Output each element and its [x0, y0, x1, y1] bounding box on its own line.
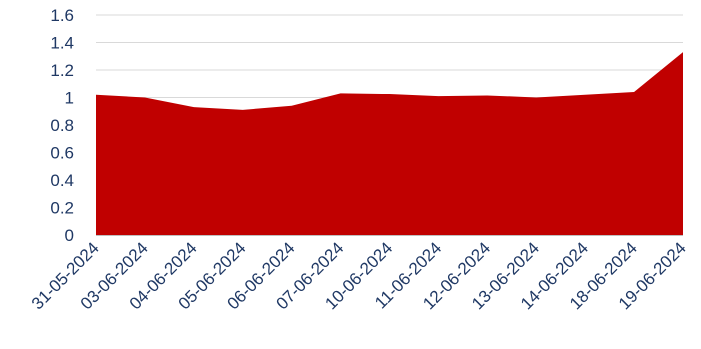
y-tick-label: 0 [65, 226, 74, 245]
y-tick-label: 1.6 [50, 6, 74, 25]
y-axis-ticks: 0 0.2 0.4 0.6 0.8 1 1.2 1.4 1.6 [50, 6, 74, 245]
x-axis-ticks: 31-05-202403-06-202404-06-202405-06-2024… [28, 238, 690, 313]
y-tick-label: 1.4 [50, 34, 74, 53]
area-fill [96, 52, 683, 235]
y-tick-label: 1 [65, 89, 74, 108]
y-tick-label: 0.2 [50, 199, 74, 218]
area-series [96, 52, 683, 235]
y-tick-label: 0.8 [50, 116, 74, 135]
y-tick-label: 0.4 [50, 171, 74, 190]
y-tick-label: 1.2 [50, 61, 74, 80]
y-tick-label: 0.6 [50, 144, 74, 163]
